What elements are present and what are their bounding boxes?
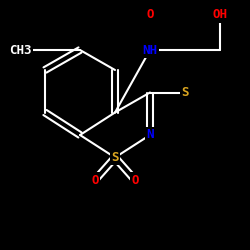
Text: NH: NH	[142, 44, 158, 57]
Text: OH: OH	[212, 8, 228, 22]
Text: O: O	[91, 174, 99, 186]
Text: N: N	[146, 128, 154, 141]
Text: CH3: CH3	[9, 44, 31, 57]
Text: O: O	[146, 8, 154, 22]
Text: O: O	[131, 174, 139, 186]
Text: S: S	[181, 86, 189, 99]
Text: S: S	[111, 151, 119, 164]
